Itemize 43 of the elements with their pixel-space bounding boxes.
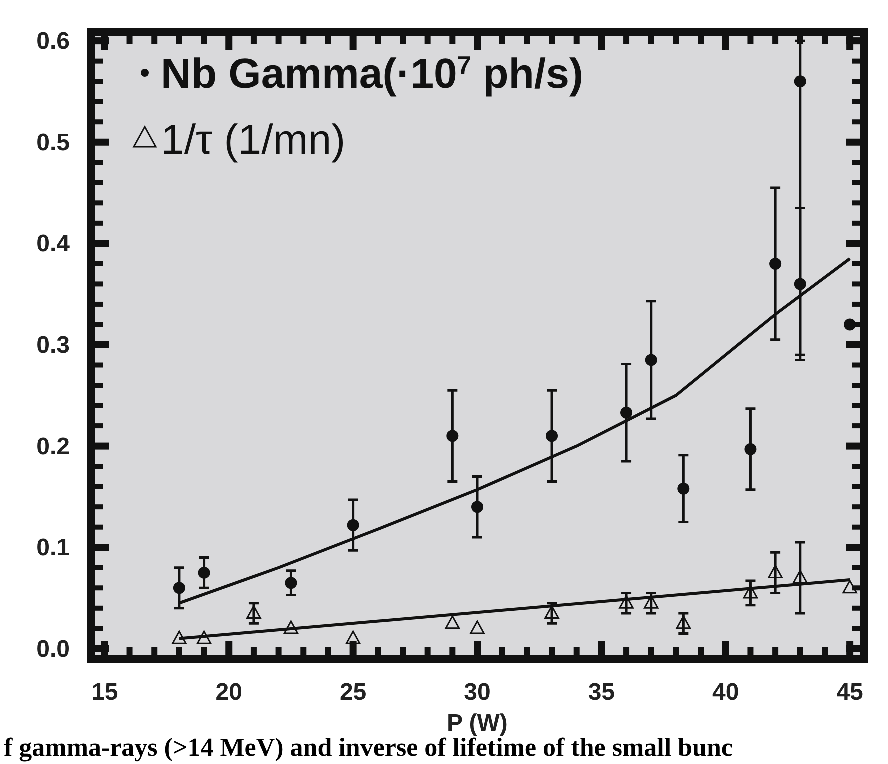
- point: [743, 585, 758, 599]
- x-tick-label: 20: [216, 679, 242, 706]
- y-tick-label: 0.0: [36, 636, 70, 663]
- point: [793, 570, 808, 584]
- point: [676, 616, 692, 630]
- point: [744, 443, 757, 456]
- legend-label: 1/τ (1/mn): [161, 116, 346, 163]
- point: [645, 354, 658, 366]
- point: [173, 582, 186, 594]
- point: [446, 430, 459, 442]
- y-tick-label: 0.3: [36, 332, 70, 359]
- point: [470, 620, 485, 634]
- point: [678, 482, 690, 495]
- point: [445, 616, 460, 630]
- point: [472, 501, 484, 514]
- point: [842, 580, 858, 594]
- point: [172, 630, 187, 644]
- point: [284, 620, 299, 634]
- y-tick-label: 0.5: [36, 129, 70, 156]
- point: [196, 630, 212, 644]
- point: [246, 606, 262, 620]
- point: [768, 564, 783, 578]
- point: [346, 630, 361, 644]
- x-tick-label: 15: [92, 679, 118, 706]
- point: [544, 606, 560, 620]
- point: [770, 258, 782, 270]
- y-tick-label: 0.1: [36, 534, 70, 562]
- x-tick-label: 40: [712, 679, 740, 706]
- x-tick-label: 35: [588, 679, 616, 706]
- y-tick-label: 0.6: [36, 28, 70, 56]
- point: [794, 76, 806, 88]
- point: [285, 577, 298, 590]
- y-tick-label: 0.2: [36, 433, 70, 460]
- x-tick-label: 25: [340, 679, 367, 706]
- point: [347, 519, 360, 532]
- point: [619, 595, 634, 609]
- point: [198, 566, 210, 579]
- point: [546, 430, 558, 442]
- point: [620, 406, 633, 419]
- x-tick-label: 30: [464, 679, 491, 706]
- x-tick-label: 45: [836, 679, 864, 706]
- y-tick-label: 0.4: [36, 230, 71, 258]
- legend-label: Nb Gamma(·10$^{7}$ ph/s): [161, 50, 584, 97]
